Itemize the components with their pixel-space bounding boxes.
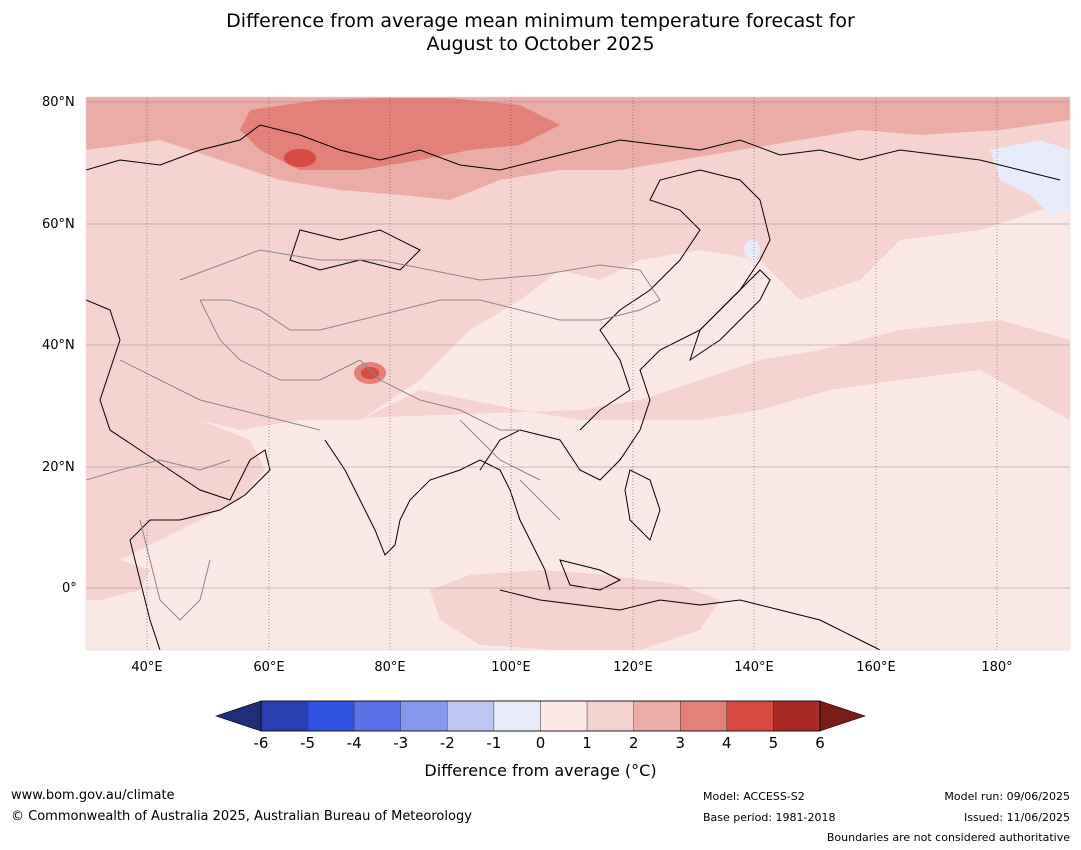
colorbar-bin [307,700,355,732]
colorbar-tick-label: -3 [393,734,409,752]
colorbar-bin [260,700,308,732]
colorbar-extend-low [215,700,262,732]
colorbar-tick-label: -1 [486,734,502,752]
anomaly-region-3-4-siberia [240,98,560,170]
gridlines [86,101,1070,589]
lon-label-140e: 140°E [734,660,774,675]
colorbar-tick-label: 4 [722,734,732,752]
lon-label-160e: 160°E [856,660,896,675]
anomaly-region-1-2-middle-east [86,420,265,560]
footer-base-period: Base period: 1981-2018 [703,811,836,824]
map-frame [85,96,1071,651]
lon-label-180: 180° [981,660,1013,675]
map-title: Difference from average mean minimum tem… [0,10,1081,56]
colorbar-tick-label: 2 [628,734,639,752]
title-line-1: Difference from average mean minimum tem… [226,10,855,32]
colorbar-bin [680,700,728,732]
country-boundaries [86,249,661,621]
lat-label-20n: 20°N [42,460,75,475]
lat-label-40n: 40°N [42,338,75,353]
footer-model-run: Model run: 09/06/2025 [944,790,1070,803]
colorbar-tick-label: -6 [253,734,269,752]
anomaly-region-neg1-0-chukotka [990,140,1070,215]
colorbar-tick-label: -2 [439,734,455,752]
footer-issued: Issued: 11/06/2025 [963,811,1070,824]
colorbar-bin [633,700,681,732]
lon-label-40e: 40°E [131,660,163,675]
colorbar-bin [447,700,495,732]
colorbar-bin [773,700,821,732]
colorbar-bin [400,700,448,732]
lon-label-120e: 120°E [613,660,653,675]
colorbar-bin [726,700,774,732]
colorbar-tick-label: 5 [768,734,779,752]
meridians [146,97,998,650]
colorbar-tick-label: -4 [346,734,362,752]
anomaly-region-5-6-tibet [361,367,379,379]
colorbar-bin [540,700,588,732]
colorbar-frame [260,700,821,732]
footer-model: Model: ACCESS-S2 [703,790,805,803]
colorbar-bin [353,700,401,732]
lat-label-0: 0° [62,581,77,596]
colorbar-tick-label: 0 [535,734,546,752]
lon-label-60e: 60°E [253,660,285,675]
colorbar-bin [586,700,634,732]
anomaly-region-neg1-0-sakhalin [744,240,760,260]
footer-copyright: © Commonwealth of Australia 2025, Austra… [11,809,472,824]
coastlines [86,124,1061,650]
lat-label-80n: 80°N [42,95,75,110]
footer-url: www.bom.gov.au/climate [11,788,175,803]
colorbar-tick-label: 3 [675,734,686,752]
colorbar-label: Difference from average (°C) [424,761,657,780]
title-line-2: August to October 2025 [426,33,655,55]
footer-disclaimer: Boundaries are not considered authoritat… [826,831,1070,844]
anomaly-region-1-2-indonesia [430,570,720,650]
lat-label-60n: 60°N [42,217,75,232]
lon-label-100e: 100°E [491,660,531,675]
colorbar-tick-label: 6 [815,734,825,752]
colorbar-tick-label: 1 [582,734,592,752]
anomaly-region-4-5-yamal [284,149,316,167]
colorbar-extend-high [819,700,866,732]
lon-label-80e: 80°E [374,660,406,675]
anomaly-region-1-2-africa [86,560,150,600]
colorbar-bin [493,700,541,732]
colorbar-tick-label: -5 [300,734,316,752]
